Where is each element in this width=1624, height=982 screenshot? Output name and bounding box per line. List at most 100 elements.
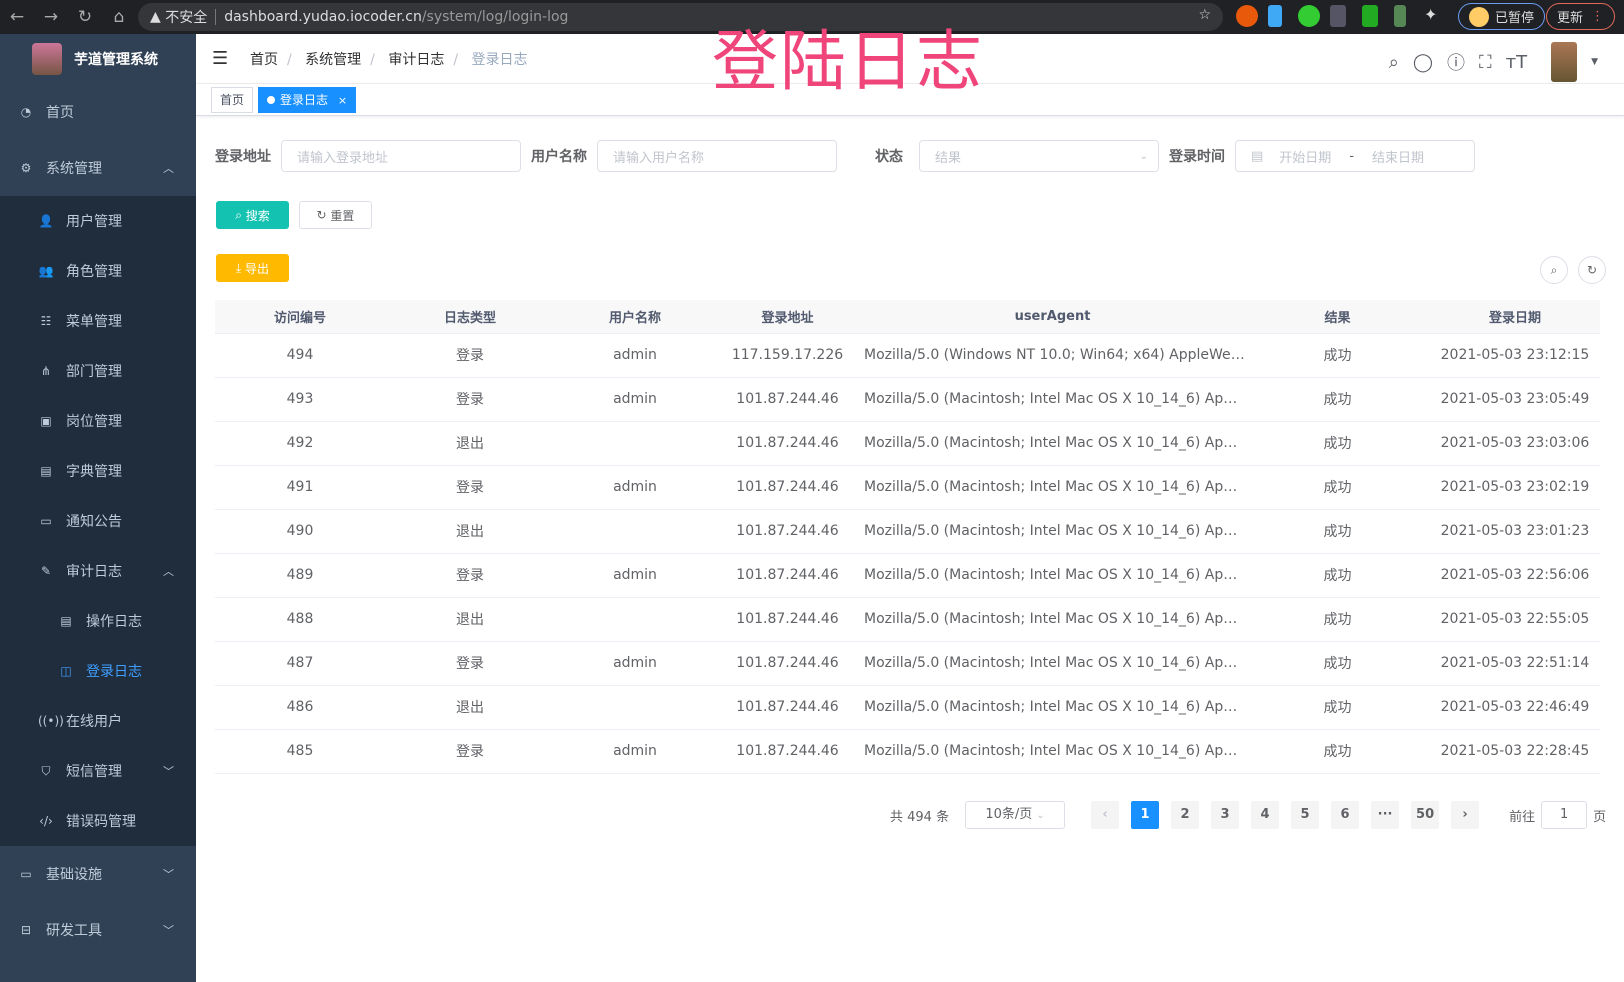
fullscreen-icon[interactable]: ⛶ [1478,51,1492,73]
sidebar-item[interactable]: ▭ 基础设施 ﹀ [0,846,196,902]
page-button[interactable]: 50 [1411,801,1440,829]
table-row[interactable]: 488 退出 101.87.244.46 Mozilla/5.0 (Macintosh… [215,597,1600,642]
extension-icon[interactable] [1236,5,1258,27]
table-cell: 101.87.244.46 [715,465,860,510]
table-row[interactable]: 485 登录 admin 101.87.244.46 Mozilla/5.0 (Maci… [215,729,1600,774]
address-input[interactable]: 请输入登录地址 [281,140,521,172]
prev-page-button[interactable]: ‹ [1091,801,1120,829]
sidebar-item-label: 菜单管理 [66,314,122,330]
caret-down-icon[interactable]: ▼ [1591,57,1598,67]
forward-icon[interactable]: → [43,7,59,27]
toggle-search-icon[interactable]: ⌕ [1540,256,1568,284]
export-button[interactable]: ⤓ 导出 [216,254,289,282]
sidebar-item[interactable]: ▣ 岗位管理 [0,396,196,446]
page-button[interactable]: 5 [1291,801,1320,829]
next-page-button[interactable]: › [1451,801,1480,829]
table-row[interactable]: 487 登录 admin 101.87.244.46 Mozilla/5.0 (Maci… [215,641,1600,686]
font-size-icon[interactable]: ᴛT [1505,51,1528,73]
sidebar-item[interactable]: 👤 用户管理 [0,196,196,246]
page-button[interactable]: ··· [1371,801,1400,829]
user-avatar[interactable] [1551,42,1578,82]
sidebar-item[interactable]: ⚙ 系统管理 ︿ [0,140,196,196]
refresh-icon[interactable]: ↻ [1578,256,1606,284]
table-cell: 2021-05-03 23:01:23 [1430,509,1600,554]
table-row[interactable]: 493 登录 admin 101.87.244.46 Mozilla/5.0 (Maci… [215,377,1600,422]
sidebar-item[interactable]: ◫ 登录日志 [0,646,196,696]
sidebar-item[interactable]: ⋔ 部门管理 [0,346,196,396]
search-icon[interactable]: ⌕ [1388,51,1399,73]
goto-page-input[interactable]: 1 [1541,801,1588,829]
table-cell: Mozilla/5.0 (Macintosh; Intel Mac OS X 1… [860,685,1245,730]
breadcrumb: 首页 / 系统管理 / 审计日志 / 登录日志 [250,51,528,68]
sidebar-item-label: 登录日志 [86,664,142,680]
table-cell: 101.87.244.46 [715,421,860,466]
puzzle-icon[interactable]: ✦ [1424,5,1438,24]
page-button[interactable]: 2 [1171,801,1200,829]
table-cell: 488 [215,597,385,642]
sidebar-item[interactable]: ✎ 审计日志 ︿ [0,546,196,596]
update-button[interactable]: 更新 ⋮ [1546,3,1616,30]
search-label: 搜索 [245,208,270,223]
table-cell: 2021-05-03 23:02:19 [1430,465,1600,510]
sidebar-item[interactable]: ▤ 操作日志 [0,596,196,646]
sidebar-item[interactable]: ‹/› 错误码管理 [0,796,196,846]
extension-icon[interactable] [1268,5,1282,27]
download-icon: ⤓ [235,260,246,275]
sidebar-item[interactable]: ⛉ 短信管理 ﹀ [0,746,196,796]
table-row[interactable]: 494 登录 admin 117.159.17.226 Mozilla/5.0 (Win… [215,333,1600,378]
back-icon[interactable]: ← [9,7,25,27]
address-bar[interactable]: ▲ 不安全 dashboard.yudao.iocoder.cn/system/… [138,3,1223,31]
table-cell: 101.87.244.46 [715,597,860,642]
bookmark-star-icon[interactable]: ☆ [1198,7,1211,23]
reload-icon[interactable]: ↻ [77,7,93,27]
date-range-picker[interactable]: ▤ 开始日期 - 结束日期 [1235,140,1475,172]
page-button[interactable]: 6 [1331,801,1360,829]
table-cell: 登录 [385,465,555,510]
column-header: 登录日期 [1430,300,1600,334]
page-button[interactable]: 1 [1131,801,1160,829]
end-date[interactable]: 结束日期 [1372,150,1425,166]
table-row[interactable]: 489 登录 admin 101.87.244.46 Mozilla/5.0 (Maci… [215,553,1600,598]
tag-home[interactable]: 首页 [211,86,254,113]
hamburger-icon[interactable]: ☰ [212,48,229,69]
github-icon[interactable]: ◯ [1412,51,1433,73]
sidebar-item-label: 基础设施 [46,867,102,883]
extension-icon[interactable] [1330,5,1346,27]
table-row[interactable]: 490 退出 101.87.244.46 Mozilla/5.0 (Macintosh… [215,509,1600,554]
sidebar-item[interactable]: ▭ 通知公告 [0,496,196,546]
sidebar-item[interactable]: ☷ 菜单管理 [0,296,196,346]
sidebar-item[interactable]: ⊟ 研发工具 ﹀ [0,902,196,958]
table-row[interactable]: 486 退出 101.87.244.46 Mozilla/5.0 (Macintosh… [215,685,1600,730]
tag-login-log[interactable]: 登录日志 × [258,86,357,113]
sidebar-item-label: 审计日志 [66,564,122,580]
page-button[interactable]: 4 [1251,801,1280,829]
page-size-select[interactable]: 10条/页 ⌄ [965,801,1066,829]
question-icon[interactable]: ⓘ [1446,53,1465,74]
username-input[interactable]: 请输入用户名称 [597,140,837,172]
table-row[interactable]: 491 登录 admin 101.87.244.46 Mozilla/5.0 (Maci… [215,465,1600,510]
table-cell: 2021-05-03 23:05:49 [1430,377,1600,422]
sidebar-logo[interactable]: 芋道管理系统 [0,34,196,84]
placeholder: 请输入登录地址 [297,150,389,166]
extension-icon[interactable] [1394,5,1406,27]
sidebar-item[interactable]: ((•)) 在线用户 [0,696,196,746]
close-icon[interactable]: × [337,93,348,107]
page-button[interactable]: 3 [1211,801,1240,829]
table-cell: 2021-05-03 22:51:14 [1430,641,1600,686]
status-select[interactable]: 结果 ⌄ [919,140,1159,172]
home-icon[interactable]: ⌂ [113,7,125,27]
reset-button[interactable]: ↻ 重置 [299,201,372,229]
table-cell: 101.87.244.46 [715,509,860,554]
sidebar-item[interactable]: 👥 角色管理 [0,246,196,296]
logo-image [32,43,62,75]
start-date[interactable]: 开始日期 [1279,150,1332,166]
extension-icon[interactable] [1362,5,1378,27]
extension-icon[interactable] [1298,5,1320,27]
sidebar-item[interactable]: ◔ 首页 [0,84,196,140]
breadcrumb-item[interactable]: 首页 [250,51,278,68]
table-cell: 492 [215,421,385,466]
search-button[interactable]: ⌕ 搜索 [216,201,289,229]
sidebar-item[interactable]: ▤ 字典管理 [0,446,196,496]
profile-button[interactable]: 已暂停 [1458,3,1546,30]
table-row[interactable]: 492 退出 101.87.244.46 Mozilla/5.0 (Macintosh… [215,421,1600,466]
